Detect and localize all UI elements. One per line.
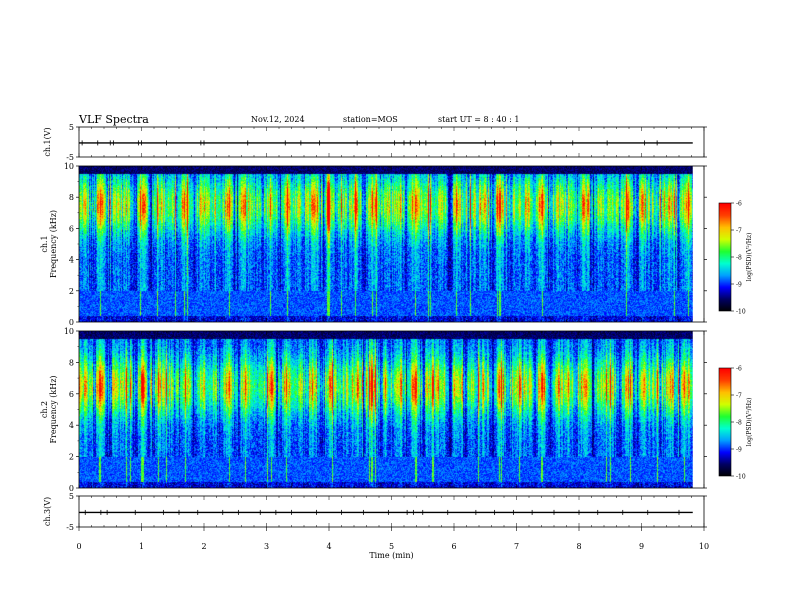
station-label: station=MOS — [343, 115, 398, 124]
y-tick-label: 0 — [69, 484, 74, 493]
y-tick-label: 4 — [69, 421, 74, 430]
y-tick-label: 5 — [69, 123, 74, 132]
y-tick-label: -5 — [66, 523, 74, 532]
y-axis-label: Frequency (kHz) — [49, 210, 58, 278]
date-label: Nov.12, 2024 — [251, 115, 305, 124]
colorbar-tick-label: -6 — [736, 366, 742, 373]
y-axis-label: ch.1(V) — [43, 127, 52, 156]
colorbar — [719, 368, 731, 476]
y-axis-label: ch.2 — [40, 401, 49, 418]
panel-ch2-spectrogram — [76, 330, 734, 489]
spectrogram-image — [79, 331, 693, 488]
panel-frame — [78, 126, 705, 158]
x-axis-label: Time (min) — [369, 551, 413, 560]
colorbar-tick-label: -8 — [736, 255, 742, 262]
y-tick-label: 2 — [69, 453, 74, 462]
y-tick-label: 8 — [69, 358, 74, 367]
y-axis-label: ch.3(V) — [43, 497, 52, 526]
x-tick-label: 0 — [76, 542, 81, 551]
x-tick-label: 10 — [699, 542, 709, 551]
panel-ch3-waveform — [76, 495, 707, 528]
y-tick-label: 5 — [69, 492, 74, 501]
y-tick-label: 10 — [64, 327, 74, 336]
colorbar-tick-label: -9 — [736, 447, 742, 454]
x-tick-label: 7 — [514, 542, 519, 551]
no-data-area — [692, 166, 704, 322]
y-tick-label: 6 — [69, 224, 74, 233]
y-axis-label: ch.1 — [40, 235, 49, 252]
colorbar-tick-label: -10 — [736, 309, 746, 316]
x-tick-label: 5 — [389, 542, 394, 551]
no-data-area — [692, 331, 704, 488]
y-tick-label: 6 — [69, 390, 74, 399]
colorbar-label: log(PSD)(V²/Hz) — [746, 398, 753, 447]
colorbar — [719, 203, 731, 311]
colorbar-tick-label: -8 — [736, 420, 742, 427]
x-tick-label: 3 — [264, 542, 269, 551]
x-tick-label: 6 — [451, 542, 456, 551]
spectrogram-image — [79, 166, 693, 322]
colorbar-label: log(PSD)(V²/Hz) — [746, 233, 753, 282]
chart-title: VLF Spectra — [79, 113, 149, 126]
panel-ch1-waveform — [76, 126, 707, 158]
x-tick-label: 4 — [326, 542, 331, 551]
x-tick-label: 1 — [139, 542, 144, 551]
y-tick-label: 2 — [69, 287, 74, 296]
y-axis-label: Frequency (kHz) — [49, 375, 58, 443]
start-time-label: start UT = 8 : 40 : 1 — [438, 115, 520, 124]
y-tick-label: 8 — [69, 193, 74, 202]
colorbar-tick-label: -10 — [736, 474, 746, 481]
colorbar-tick-label: -6 — [736, 201, 742, 208]
y-tick-label: 10 — [64, 162, 74, 171]
colorbar-tick-label: -9 — [736, 282, 742, 289]
panel-ch1-spectrogram — [76, 165, 734, 323]
y-tick-label: 0 — [69, 318, 74, 327]
colorbar-tick-label: -7 — [736, 393, 742, 400]
x-tick-label: 8 — [576, 542, 581, 551]
panel-frame — [78, 495, 705, 528]
y-tick-label: 4 — [69, 256, 74, 265]
x-tick-label: 9 — [639, 542, 644, 551]
y-tick-label: -5 — [66, 153, 74, 162]
x-tick-label: 2 — [201, 542, 206, 551]
colorbar-tick-label: -7 — [736, 228, 742, 235]
